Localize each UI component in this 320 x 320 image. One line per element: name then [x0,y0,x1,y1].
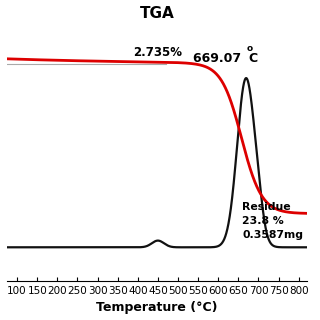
Text: Residue
23.8 %
0.3587mg: Residue 23.8 % 0.3587mg [242,202,303,240]
Text: C: C [248,52,258,65]
X-axis label: Temperature (°C): Temperature (°C) [96,301,218,315]
Title: TGA: TGA [140,5,174,20]
Text: o: o [246,44,252,53]
Text: 669.07: 669.07 [194,52,246,65]
Text: 2.735%: 2.735% [133,46,182,59]
